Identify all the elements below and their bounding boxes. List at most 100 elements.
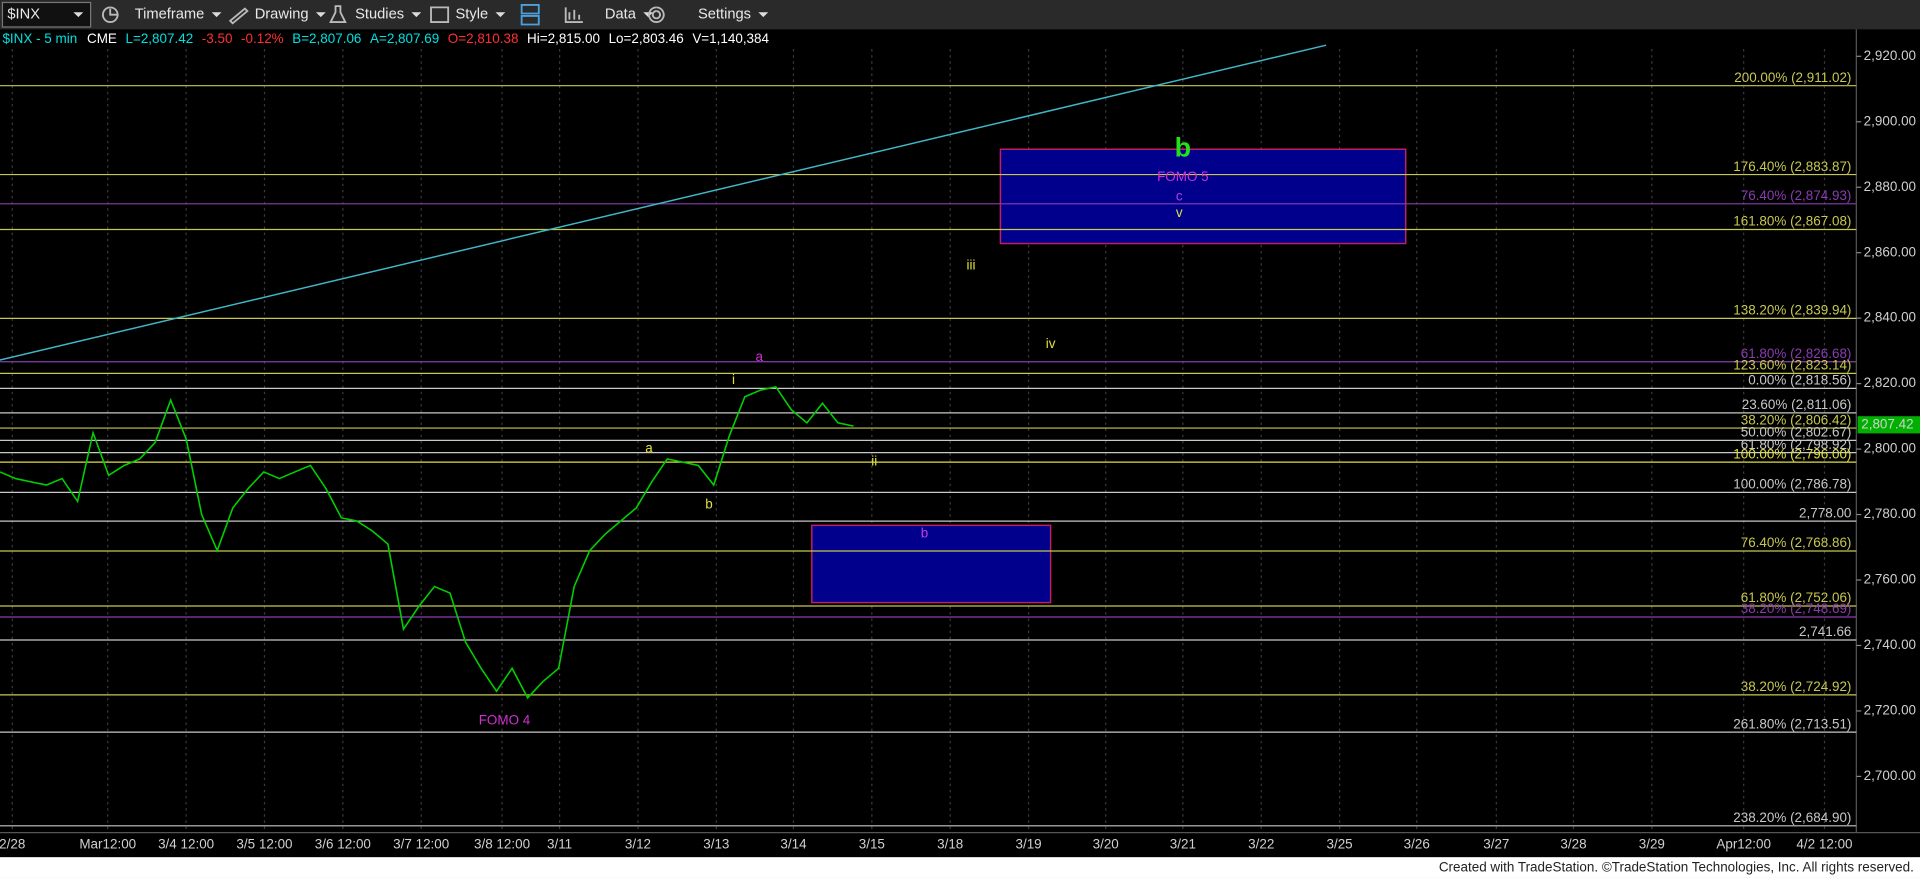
wave-label: a: [755, 349, 763, 364]
wave-label: i: [732, 372, 735, 387]
series-name: $INX - 5 min: [2, 31, 77, 46]
fib-label: 238.20% (2,684.90): [1733, 810, 1851, 825]
x-tick-label: 3/15: [859, 836, 885, 851]
x-tick-label: 3/27: [1483, 836, 1509, 851]
fib-label: 76.40% (2,768.86): [1741, 535, 1852, 550]
x-tick-label: 4/2 12:00: [1796, 836, 1852, 851]
y-tick-label: 2,720.00: [1864, 702, 1916, 717]
fib-label: 100.00% (2,786.78): [1733, 477, 1851, 492]
header-item: Lo=2,803.46: [609, 31, 684, 46]
footer: Created with TradeStation. ©TradeStation…: [1439, 860, 1914, 875]
dropdown-arrow: [73, 12, 84, 18]
fib-label: 38.20% (2,724.92): [1741, 679, 1852, 694]
toolbar-button[interactable]: Timeframe: [135, 7, 205, 23]
x-tick-label: 3/5 12:00: [236, 836, 292, 851]
x-tick-label: 3/6 12:00: [315, 836, 371, 851]
x-tick-label: 3/13: [703, 836, 729, 851]
header-item: L=2,807.42: [125, 31, 193, 46]
y-tick-label: 2,920.00: [1864, 48, 1916, 63]
header-item: O=2,810.38: [448, 31, 519, 46]
y-tick-label: 2,700.00: [1864, 768, 1916, 783]
x-tick-label: 3/25: [1326, 836, 1352, 851]
fib-label: 38.20% (2,748.69): [1741, 601, 1852, 616]
dropdown-arrow: [758, 12, 769, 18]
x-tick-label: 3/20: [1093, 836, 1119, 851]
header-item: -0.12%: [241, 31, 284, 46]
header-item: B=2,807.06: [292, 31, 361, 46]
wave-label: b: [921, 526, 928, 541]
toolbar-icon: [430, 6, 450, 23]
fib-label: 61.80% (2,752.06): [1741, 590, 1852, 605]
header-item: V=1,140,384: [692, 31, 769, 46]
fib-label: 23.60% (2,811.06): [1742, 397, 1852, 412]
dropdown-arrow: [211, 12, 222, 18]
toolbar-button[interactable]: Style: [456, 7, 489, 23]
toolbar-icon: [648, 6, 665, 23]
fib-label: 261.80% (2,713.51): [1733, 716, 1851, 731]
fib-label: 61.80% (2,826.68): [1741, 346, 1852, 361]
y-tick-label: 2,800.00: [1864, 441, 1916, 456]
header-item: -3.50: [202, 31, 233, 46]
x-tick-label: 3/19: [1015, 836, 1041, 851]
wave-label: FOMO 4: [479, 712, 531, 727]
fib-label: 200.00% (2,911.02): [1734, 70, 1851, 85]
toolbar-icon: [520, 3, 540, 26]
x-tick-label: 3/29: [1639, 836, 1665, 851]
price-line: [0, 385, 854, 700]
fib-label: 2,741.66: [1799, 624, 1851, 639]
toolbar-button[interactable]: Studies: [355, 7, 404, 23]
dropdown-arrow: [315, 12, 326, 18]
x-tick-label: 3/14: [780, 836, 807, 851]
fib-label: 123.60% (2,823.14): [1733, 358, 1851, 373]
toolbar-button[interactable]: Drawing: [255, 7, 309, 23]
fib-label: 50.00% (2,802.67): [1741, 425, 1852, 440]
wave-label: iv: [1046, 336, 1056, 351]
dropdown-arrow: [495, 12, 506, 18]
y-tick-label: 2,820.00: [1864, 375, 1916, 390]
x-tick-label: 2/28: [0, 836, 25, 851]
fib-label: 38.20% (2,806.42): [1741, 412, 1852, 427]
x-tick-label: 3/28: [1560, 836, 1586, 851]
wave-label: b: [1175, 132, 1191, 162]
fib-label: 100.00% (2,796.00): [1733, 446, 1851, 461]
header-item: Hi=2,815.00: [527, 31, 600, 46]
fib-label: 76.40% (2,874.93): [1741, 188, 1852, 203]
last-price-label: 2,807.42: [1861, 416, 1913, 431]
wave-label: b: [705, 496, 712, 511]
footer-bar: [0, 857, 1920, 878]
y-tick-label: 2,740.00: [1864, 637, 1916, 652]
toolbar-icon: [228, 7, 249, 25]
symbol[interactable]: $INX: [7, 7, 40, 23]
x-tick-label: 3/8 12:00: [474, 836, 530, 851]
fib-label: 61.80% (2,798.92): [1741, 437, 1852, 452]
wave-label: ii: [871, 454, 877, 469]
x-tick-label: 3/26: [1404, 836, 1430, 851]
x-tick-label: 3/4 12:00: [158, 836, 214, 851]
plot-background: [0, 29, 1920, 858]
toolbar-icon: [329, 5, 347, 23]
toolbar-button[interactable]: Data: [605, 7, 637, 23]
wave-label: iii: [967, 257, 976, 272]
last-price-box: [1857, 416, 1920, 434]
x-tick-label: 3/22: [1248, 836, 1274, 851]
x-tick-label: Mar12:00: [79, 836, 136, 851]
y-tick-label: 2,880.00: [1864, 179, 1916, 194]
x-tick-label: 3/18: [937, 836, 963, 851]
wave-label: c: [1176, 189, 1183, 204]
x-tick-label: 3/7 12:00: [393, 836, 449, 851]
y-tick-label: 2,860.00: [1864, 244, 1916, 259]
trendline: [0, 44, 1327, 361]
toolbar-button[interactable]: Settings: [698, 7, 751, 23]
fib-label: 138.20% (2,839.94): [1733, 303, 1851, 318]
x-tick-label: 3/11: [547, 836, 572, 851]
header-item: A=2,807.69: [370, 31, 439, 46]
y-tick-label: 2,900.00: [1864, 113, 1916, 128]
x-tick-label: 3/12: [625, 836, 651, 851]
y-tick-label: 2,840.00: [1864, 310, 1916, 325]
toolbar-icon: [102, 6, 119, 23]
fib-label: 176.40% (2,883.87): [1733, 159, 1851, 174]
y-tick-label: 2,780.00: [1864, 506, 1916, 521]
header-item: CME: [87, 31, 117, 46]
y-tick-label: 2,760.00: [1864, 572, 1916, 587]
